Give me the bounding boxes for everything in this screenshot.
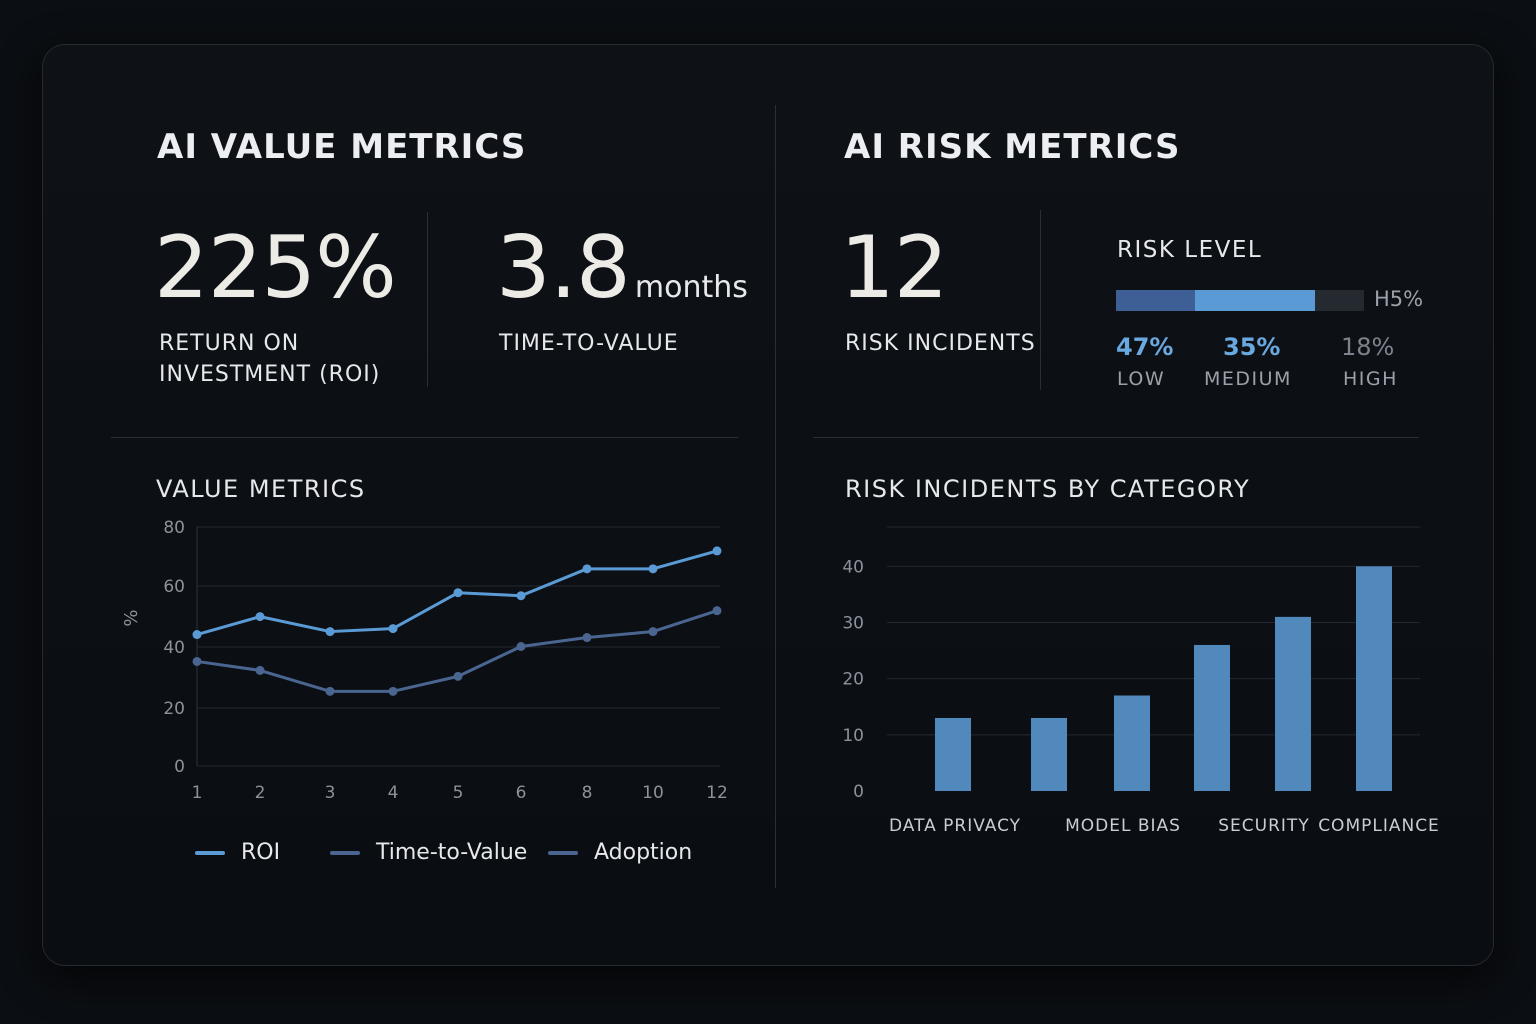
value-chart-ylabel: % <box>121 609 142 626</box>
ttv-data-point <box>648 627 658 637</box>
ttv-value: 3.8 <box>496 218 631 318</box>
roi-data-point <box>648 564 658 574</box>
risk-level-title: RISK LEVEL <box>1117 237 1263 263</box>
bar-chart-ytick: 20 <box>842 670 864 690</box>
bar-chart-ytick: 10 <box>842 726 864 746</box>
ttv-data-point <box>453 671 463 681</box>
value-chart-ytick: 80 <box>163 518 185 538</box>
risk-bar-high <box>1315 290 1364 311</box>
ttv-data-point <box>582 633 592 643</box>
legend-ttv-label: Time-to-Value <box>376 840 528 865</box>
risk-incidents-value: 12 <box>840 218 948 318</box>
legend-roi-label: ROI <box>241 840 281 865</box>
value-kpi-divider <box>427 212 428 387</box>
risk-level-bar <box>1116 290 1364 311</box>
value-chart-ytick: 20 <box>163 699 185 719</box>
value-chart-xtick: 6 <box>516 783 527 803</box>
roi-value: 225% <box>154 218 397 318</box>
bar-chart-bar <box>935 717 971 791</box>
roi-data-point <box>582 564 592 574</box>
legend-ttv-swatch <box>330 850 360 855</box>
bar-chart-xtick: DATA PRIVACY <box>889 816 1021 836</box>
value-section-title: AI VALUE METRICS <box>157 127 527 167</box>
value-chart-xtick: 8 <box>582 783 593 803</box>
risk-medium-pct: 35% <box>1223 333 1281 361</box>
bar-chart-title: RISK INCIDENTS BY CATEGORY <box>845 475 1251 503</box>
risk-incidents-label: RISK INCIDENTS <box>845 331 1036 356</box>
ttv-data-point <box>388 686 398 696</box>
risk-section-divider <box>813 437 1419 438</box>
dashboard-panel <box>43 45 1493 965</box>
roi-data-point <box>325 627 335 637</box>
value-section-divider <box>111 437 738 438</box>
risk-bar-end-label: H5% <box>1374 287 1424 311</box>
bar-chart-bar <box>1356 566 1392 791</box>
bar-chart-bar <box>1031 717 1067 791</box>
risk-high-pct: 18% <box>1341 333 1395 361</box>
risk-bar-low <box>1116 290 1195 311</box>
value-chart-xtick: 1 <box>192 783 203 803</box>
bar-chart-ytick: 0 <box>853 782 864 802</box>
bar-chart-bar <box>1275 616 1311 791</box>
bar-chart-bar <box>1194 644 1230 791</box>
ttv-data-point <box>325 686 335 696</box>
ttv-data-point <box>192 656 202 666</box>
legend-ttv[interactable]: Time-to-Value <box>330 840 527 865</box>
risk-low-pct: 47% <box>1116 333 1174 361</box>
risk-medium-name: MEDIUM <box>1204 368 1292 390</box>
value-chart-ytick: 40 <box>163 638 185 658</box>
roi-label: RETURN ON INVESTMENT (ROI) <box>159 328 380 390</box>
legend-adoption-swatch <box>548 850 578 855</box>
ttv-data-point <box>516 642 526 651</box>
value-chart-xtick: 10 <box>642 783 664 803</box>
value-chart-xtick: 3 <box>325 783 336 803</box>
value-chart-xtick: 2 <box>255 783 266 803</box>
roi-data-point <box>388 624 398 634</box>
bar-chart-xtick: MODEL BIAS <box>1065 816 1181 836</box>
bar-chart-bar <box>1114 695 1150 791</box>
ttv-label: TIME-TO-VALUE <box>499 331 679 356</box>
value-chart-xtick: 5 <box>453 783 464 803</box>
roi-label-line2: INVESTMENT (ROI) <box>159 362 381 387</box>
value-chart-ytick: 60 <box>163 577 185 597</box>
center-divider <box>775 105 776 888</box>
risk-low-name: LOW <box>1117 368 1166 390</box>
bar-chart-ytick: 40 <box>842 557 864 577</box>
legend-roi-swatch <box>195 850 225 855</box>
risk-high-name: HIGH <box>1343 368 1398 390</box>
bar-chart-ytick: 30 <box>842 613 864 633</box>
roi-data-point <box>192 630 202 640</box>
value-chart-xtick: 12 <box>706 783 728 803</box>
value-chart-ytick: 0 <box>174 757 185 777</box>
roi-data-point <box>712 546 722 556</box>
ttv-unit: months <box>634 270 748 305</box>
roi-data-point <box>255 612 265 622</box>
value-chart-title: VALUE METRICS <box>156 475 366 503</box>
value-chart-xtick: 4 <box>388 783 399 803</box>
legend-adoption[interactable]: Adoption <box>548 840 692 865</box>
risk-kpi-divider <box>1040 210 1041 390</box>
roi-data-point <box>516 591 526 601</box>
legend-roi[interactable]: ROI <box>195 840 280 865</box>
ttv-kpi: 3.8 months <box>496 218 748 318</box>
risk-section-title: AI RISK METRICS <box>844 127 1181 167</box>
legend-adoption-label: Adoption <box>594 840 693 865</box>
roi-data-point <box>453 588 463 598</box>
risk-bar-medium <box>1195 290 1315 311</box>
roi-label-line1: RETURN ON <box>159 331 300 356</box>
bar-chart-xtick: COMPLIANCE <box>1318 816 1440 836</box>
ttv-data-point <box>255 665 265 675</box>
ttv-data-point <box>712 606 722 616</box>
bar-chart-xtick: SECURITY <box>1218 816 1309 836</box>
